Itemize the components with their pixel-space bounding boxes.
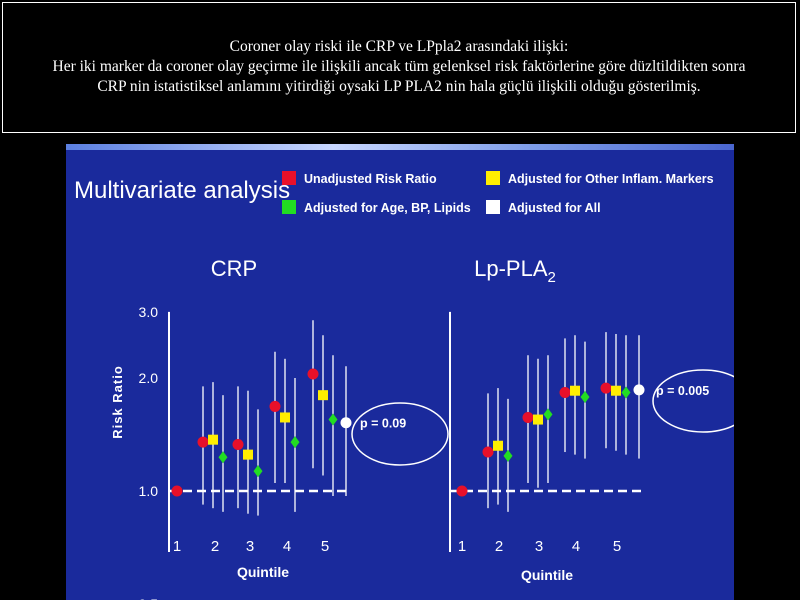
legend-label-4: Adjusted for All (508, 201, 601, 215)
caption-line-3: CRP nin istatistiksel anlamını yitirdiği… (97, 78, 701, 95)
legend-swatch-4 (486, 200, 500, 214)
y-tick-label-4: 3.0 (139, 304, 159, 320)
panel-1-point-1-2 (197, 436, 209, 448)
legend-label-2: Adjusted for Other Inflam. Markers (508, 172, 714, 186)
panel-2-point-3-3 (543, 408, 553, 421)
chart-slide: Multivariate analysis Unadjusted Risk Rat… (66, 144, 734, 600)
panel-2-x-axis-label: Quintile (521, 567, 573, 583)
panel-2-point-2-4 (570, 385, 580, 396)
panel-2-p-value-ellipse (652, 369, 734, 433)
panel-2-point-3-2 (503, 449, 513, 462)
panel-1-point-1-3 (232, 439, 244, 451)
multivariate-chart: Multivariate analysis Unadjusted Risk Rat… (74, 171, 734, 600)
panel-2-title-subscript: 2 (548, 269, 556, 286)
panel-1-p-value-label: p = 0.09 (360, 417, 406, 431)
panel-1-point-2-2 (208, 434, 218, 445)
panel-1-point-4-5 (340, 417, 352, 429)
panel-2-x-tick-label-2: 2 (495, 538, 503, 555)
legend-swatch-1 (282, 171, 296, 185)
panel-1-title: CRP (211, 256, 257, 281)
panel-1-point-3-4 (290, 436, 300, 449)
legend-label-1: Unadjusted Risk Ratio (304, 172, 437, 186)
panel-1-x-axis-label: Quintile (237, 564, 289, 580)
panel-2-title: Lp-PLA2 (474, 256, 556, 286)
panel-2-point-2-2 (493, 440, 503, 451)
panel-2-point-3-4 (580, 390, 590, 403)
panel-2-point-1-3 (522, 411, 534, 423)
panel-1-x-tick-label-3: 3 (246, 538, 254, 555)
panel-2-point-2-5 (611, 385, 621, 396)
panel-1-point-3-5 (328, 413, 338, 426)
y-axis-label: Risk Ratio (110, 365, 125, 439)
panel-1-point-2-3 (243, 449, 253, 460)
panel-2-point-1-1 (456, 485, 468, 497)
legend-swatch-2 (486, 171, 500, 185)
header-stripe (66, 144, 734, 150)
panel-2-x-tick-label-3: 3 (535, 538, 543, 555)
caption-line-1: Coroner olay riski ile CRP ve LPpla2 ara… (229, 38, 569, 55)
panel-2-x-tick-label-5: 5 (613, 538, 621, 555)
panel-2-point-4-5 (633, 384, 645, 396)
panel-1-point-1-5 (307, 368, 319, 380)
panel-2-point-1-5 (600, 382, 612, 394)
panel-1-point-2-4 (280, 412, 290, 423)
panel-1-point-3-3 (253, 465, 263, 478)
panel-1-x-tick-label-2: 2 (211, 538, 219, 555)
caption-line-2: Her iki marker da coroner olay geçirme i… (52, 58, 746, 75)
panel-1-point-1-4 (269, 400, 281, 412)
panel-1-point-1-1 (171, 485, 183, 497)
y-tick-label-3: 2.0 (139, 370, 159, 386)
panel-1-point-2-5 (318, 390, 328, 401)
legend-label-3: Adjusted for Age, BP, Lipids (304, 201, 471, 215)
panel-1-x-tick-label-4: 4 (283, 538, 291, 555)
panel-2-point-2-3 (533, 414, 543, 425)
panel-2-point-3-5 (621, 386, 631, 399)
panel-2-x-tick-label-4: 4 (572, 538, 580, 555)
panel-2-x-tick-label-1: 1 (458, 538, 466, 555)
panel-1-x-tick-label-1: 1 (173, 538, 181, 555)
legend-swatch-3 (282, 200, 296, 214)
panel-1-point-3-2 (218, 451, 228, 464)
caption-box: Coroner olay riski ile CRP ve LPpla2 ara… (2, 2, 796, 133)
panel-2-p-value-label: p = 0.005 (656, 384, 709, 398)
panel-2-point-1-4 (559, 386, 571, 398)
panel-2-point-1-2 (482, 446, 494, 458)
y-tick-label-1: 0.5 (139, 596, 159, 600)
panel-1-x-tick-label-5: 5 (321, 538, 329, 555)
y-tick-label-2: 1.0 (139, 483, 159, 499)
panel-1-p-value-ellipse (351, 402, 449, 466)
chart-title: Multivariate analysis (74, 177, 290, 204)
